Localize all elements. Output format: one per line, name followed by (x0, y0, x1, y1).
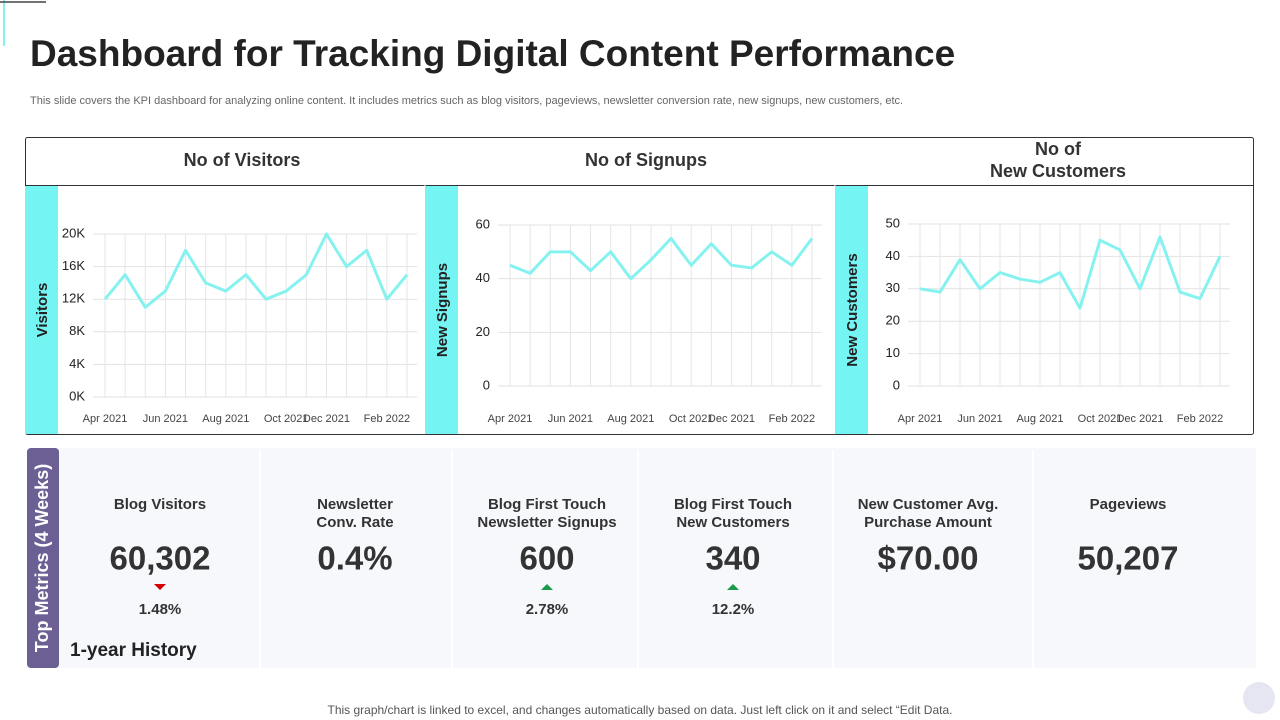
axis-label-strip (25, 186, 58, 434)
metric-label: New Customer Avg. Purchase Amount (858, 496, 999, 531)
x-tick-label: Aug 2021 (202, 413, 249, 425)
trend-arrow (727, 584, 739, 590)
x-tick-label: Aug 2021 (1016, 413, 1063, 425)
x-tick-label: Feb 2022 (769, 413, 815, 425)
y-tick-label: 16K (62, 258, 85, 273)
metric-value: 340 (705, 540, 760, 577)
x-tick-label: Jun 2021 (957, 413, 1002, 425)
x-tick-label: Dec 2021 (303, 413, 350, 425)
y-tick-label: 4K (69, 356, 85, 371)
metric-value: 0.4% (317, 540, 392, 577)
y-tick-label: 20K (62, 225, 85, 240)
x-tick-label: Oct 2021 (264, 413, 309, 425)
metric-value: 600 (519, 540, 574, 577)
trend-arrow (541, 584, 553, 590)
y-tick-label: 60 (476, 216, 490, 231)
y-tick-label: 0 (483, 377, 490, 392)
metric-label: Blog First Touch New Customers (674, 496, 792, 531)
data-line (509, 236, 814, 281)
footer-note: This graph/chart is linked to excel, and… (327, 703, 952, 717)
decor-circle (1243, 682, 1275, 714)
x-tick-label: Feb 2022 (364, 413, 410, 425)
metric-value: $70.00 (878, 540, 979, 577)
y-tick-label: 40 (476, 270, 490, 285)
metric-label: Blog First Touch Newsletter Signups (477, 496, 616, 531)
x-tick-label: Jun 2021 (548, 413, 593, 425)
x-tick-label: Dec 2021 (1116, 413, 1163, 425)
x-tick-label: Apr 2021 (488, 413, 533, 425)
y-axis-label: Visitors (34, 283, 51, 338)
y-tick-label: 8K (69, 323, 85, 338)
chart-title: No of New Customers (990, 139, 1126, 181)
y-axis-label: New Customers (844, 253, 861, 366)
axis-label-strip (425, 186, 458, 434)
y-tick-label: 0K (69, 388, 85, 403)
y-tick-label: 10 (886, 345, 900, 360)
y-tick-label: 20 (886, 313, 900, 328)
metrics-panel (55, 448, 1256, 668)
axis-label-strip (835, 186, 868, 434)
page-title: Dashboard for Tracking Digital Content P… (30, 33, 955, 74)
metric-change: 12.2% (712, 601, 755, 618)
subtitle: This slide covers the KPI dashboard for … (30, 95, 903, 107)
y-axis-label: New Signups (434, 263, 451, 357)
metrics-tab (27, 448, 59, 668)
trend-arrow (154, 584, 166, 590)
chart-title: No of Signups (585, 150, 707, 170)
metric-value: 50,207 (1078, 540, 1179, 577)
y-tick-label: 40 (886, 248, 900, 263)
y-tick-label: 12K (62, 291, 85, 306)
metric-label: Blog Visitors (114, 496, 206, 513)
data-line (103, 232, 409, 309)
x-tick-label: Aug 2021 (607, 413, 654, 425)
y-tick-label: 20 (476, 324, 490, 339)
x-tick-label: Apr 2021 (898, 413, 943, 425)
x-tick-label: Oct 2021 (669, 413, 714, 425)
metric-change: 1.48% (139, 601, 182, 618)
x-tick-label: Feb 2022 (1177, 413, 1223, 425)
metric-value: 60,302 (110, 540, 211, 577)
history-label: 1-year History (70, 640, 197, 661)
chart-title: No of Visitors (184, 150, 301, 170)
data-line (919, 235, 1222, 310)
x-tick-label: Dec 2021 (708, 413, 755, 425)
metric-label: Newsletter Conv. Rate (316, 496, 393, 531)
x-tick-label: Oct 2021 (1078, 413, 1123, 425)
metric-change: 2.78% (526, 601, 569, 618)
x-tick-label: Apr 2021 (83, 413, 128, 425)
y-tick-label: 50 (886, 215, 900, 230)
y-tick-label: 0 (893, 377, 900, 392)
x-tick-label: Jun 2021 (143, 413, 188, 425)
y-tick-label: 30 (886, 280, 900, 295)
metrics-tab-label: Top Metrics (4 Weeks) (32, 464, 52, 652)
metric-label: Pageviews (1090, 496, 1167, 513)
